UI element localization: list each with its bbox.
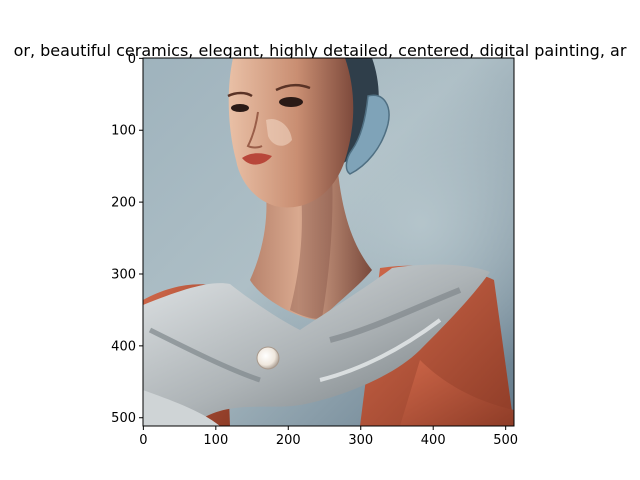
plot-title: or, beautiful ceramics, elegant, highly …	[13, 41, 627, 60]
y-tick-label: 0	[128, 52, 136, 67]
painting-garment-right	[400, 360, 514, 426]
painting-drape	[143, 264, 490, 426]
x-tick-label: 100	[203, 433, 228, 448]
painting-face	[228, 58, 354, 208]
y-tick-label: 400	[111, 339, 136, 354]
painting-drape-fold-2	[329, 287, 462, 343]
x-tick-label: 0	[139, 433, 147, 448]
y-tick-label: 100	[111, 124, 136, 139]
painting-brooch	[256, 346, 280, 370]
painting-drape-fold-1	[148, 327, 261, 383]
x-tick-label: 200	[276, 433, 301, 448]
x-axis: 0 100 200 300 400 500	[139, 426, 518, 448]
painting-drape-fold-3	[319, 318, 442, 382]
painting-highlight	[266, 118, 292, 146]
y-tick-label: 200	[111, 196, 136, 211]
painting-lips	[242, 153, 272, 165]
axes-frame	[142, 57, 515, 427]
y-axis: 0 100 200 300 400 500	[111, 52, 143, 426]
x-tick-label: 300	[348, 433, 373, 448]
painting-brow-left	[227, 91, 253, 98]
painting-eye-left	[231, 104, 249, 112]
x-tick-label: 400	[421, 433, 446, 448]
y-tick-label: 300	[111, 267, 136, 282]
painting-ear-ornament	[345, 94, 390, 175]
x-tick-label: 500	[493, 433, 518, 448]
painting-nose	[246, 111, 263, 149]
y-tick-label: 500	[111, 411, 136, 426]
painting-garment-lower	[143, 390, 220, 426]
painting-neck-shadow	[290, 170, 333, 319]
painting-brow-right	[275, 84, 311, 92]
image-area	[143, 58, 514, 426]
painting-eye-right	[279, 97, 303, 107]
